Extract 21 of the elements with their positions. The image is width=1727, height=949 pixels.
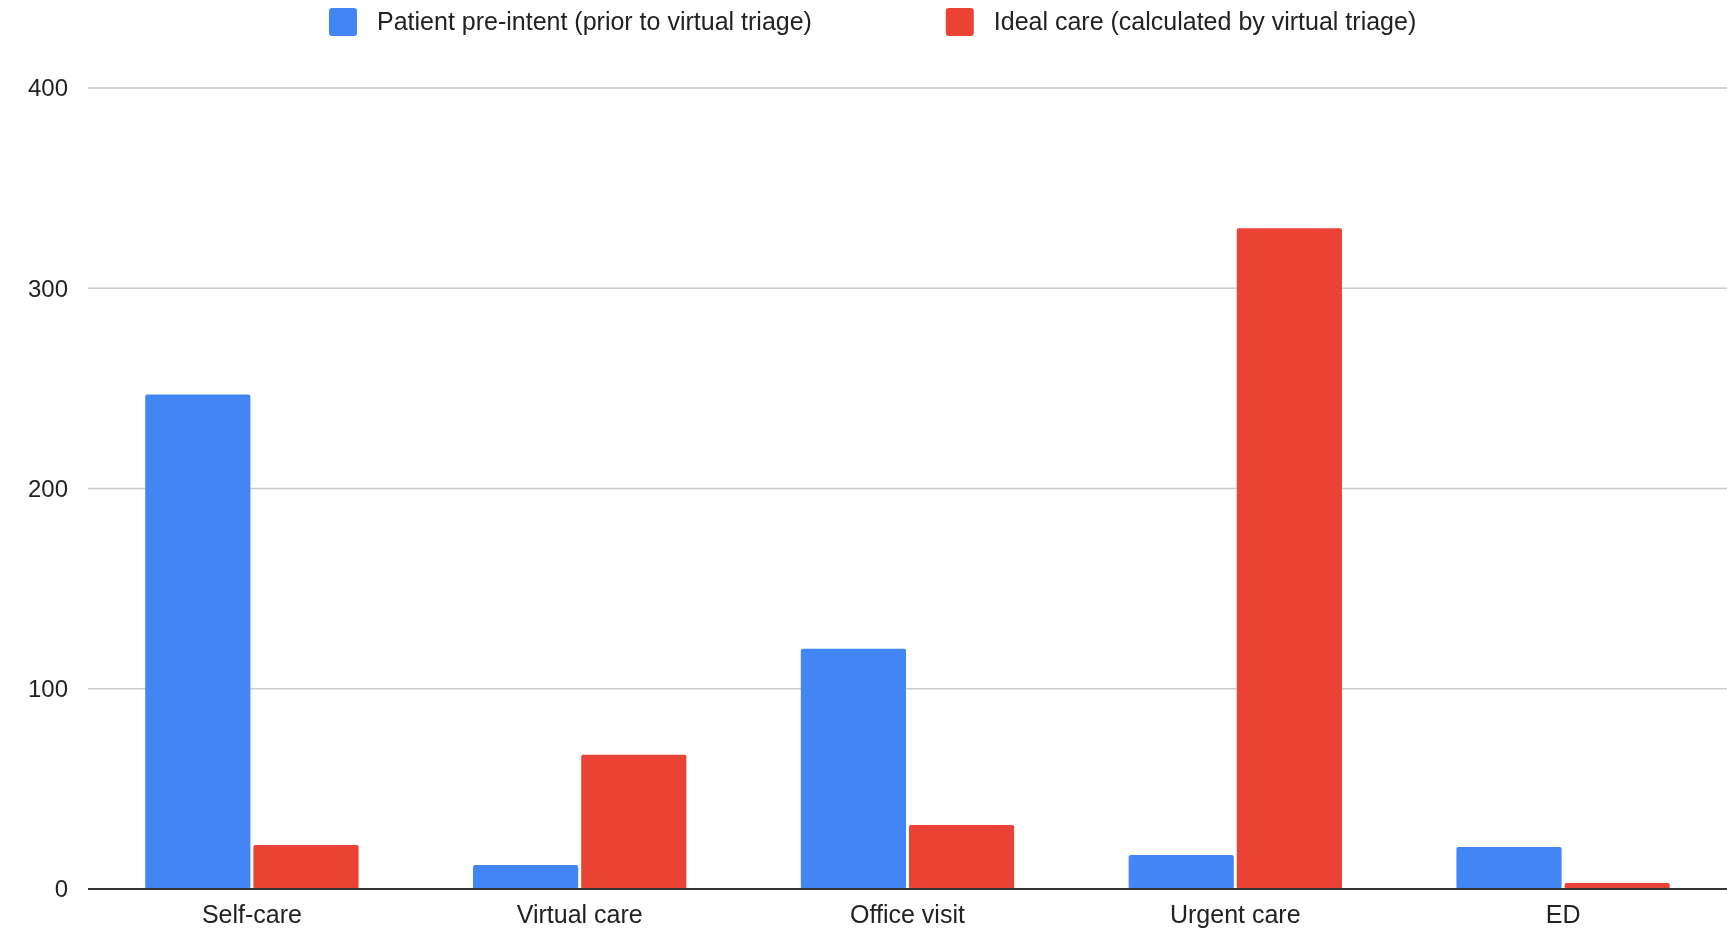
x-tick-label: ED bbox=[1545, 900, 1581, 928]
x-tick-label: Self-care bbox=[201, 900, 302, 928]
bar bbox=[473, 864, 579, 889]
bar bbox=[1456, 846, 1562, 889]
y-tick-label: 400 bbox=[27, 74, 68, 102]
x-tick-label: Virtual care bbox=[516, 900, 643, 928]
bar bbox=[1128, 854, 1234, 889]
bar bbox=[145, 394, 251, 889]
y-tick-label: 300 bbox=[27, 274, 68, 302]
bar bbox=[800, 648, 906, 889]
bar bbox=[909, 824, 1015, 889]
bar bbox=[1236, 228, 1342, 889]
bar bbox=[581, 754, 687, 889]
legend-label: Patient pre-intent (prior to virtual triage) bbox=[377, 7, 812, 35]
x-tick-label: Office visit bbox=[850, 900, 965, 928]
y-tick-label: 0 bbox=[54, 875, 68, 903]
legend-label: Ideal care (calculated by virtual triage) bbox=[993, 7, 1417, 35]
x-tick-label: Urgent care bbox=[1169, 900, 1301, 928]
bar bbox=[253, 844, 359, 889]
y-tick-label: 200 bbox=[27, 474, 68, 502]
y-tick-label: 100 bbox=[27, 675, 68, 703]
